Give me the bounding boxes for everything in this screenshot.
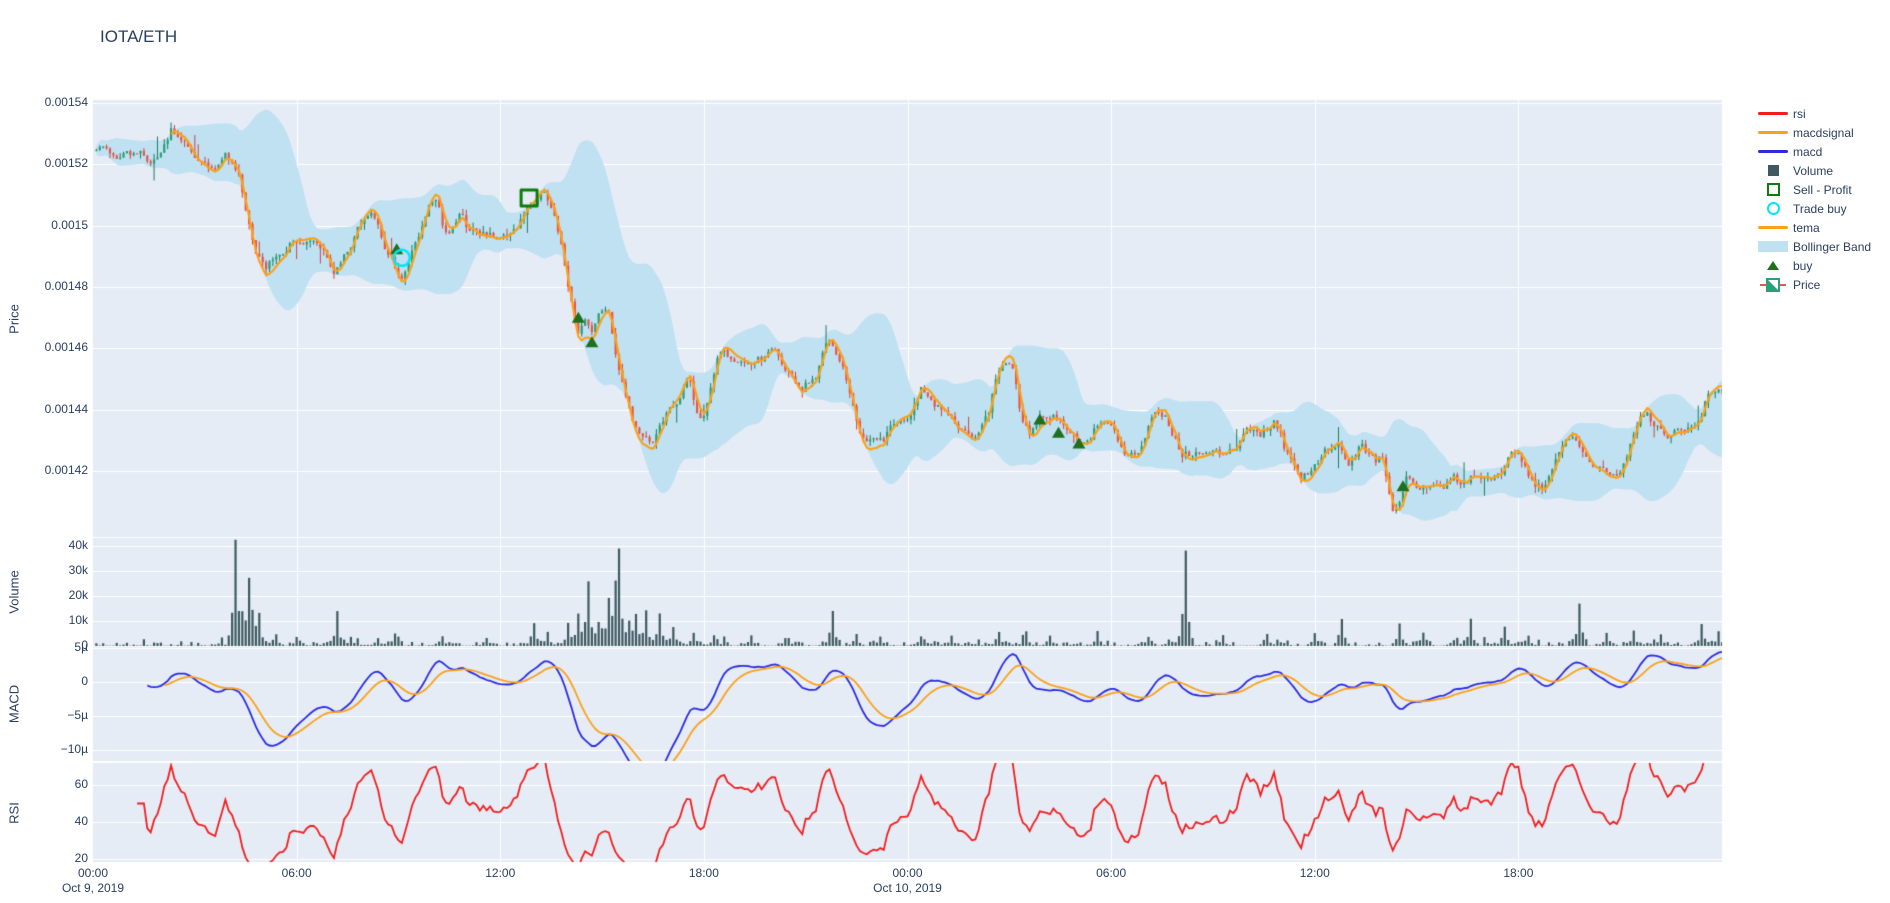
y-tick-label: −5µ (67, 707, 88, 722)
y-tick-label: 0.00148 (44, 278, 88, 293)
y-tick-label: 20 (74, 851, 88, 865)
y-tick-label: 10k (68, 613, 88, 627)
line-legend-icon (1756, 150, 1790, 153)
legend-label: tema (1793, 220, 1820, 235)
y-tick-label: 0 (81, 674, 88, 688)
y-tick-label: 0.0015 (51, 217, 88, 232)
triangle-legend-icon (1756, 261, 1790, 270)
line-legend-icon (1756, 131, 1790, 134)
legend-label: Sell - Profit (1793, 182, 1852, 197)
legend-label: macd (1793, 144, 1823, 159)
legend-label: rsi (1793, 106, 1806, 121)
legend-label: Bollinger Band (1793, 239, 1872, 254)
legend-item-volume[interactable]: Volume (1756, 161, 1871, 180)
x-date-label: Oct 10, 2019 (873, 881, 942, 895)
legend-item-price[interactable]: Price (1756, 275, 1871, 294)
legend-item-buy[interactable]: buy (1756, 256, 1871, 275)
line-legend-icon (1756, 226, 1790, 229)
y-tick-label: 0.00154 (44, 95, 88, 109)
legend-label: Price (1793, 277, 1821, 292)
candle-legend-icon (1756, 277, 1790, 292)
y-tick-label: 0 (81, 638, 88, 652)
legend-item-rsi[interactable]: rsi (1756, 104, 1871, 123)
x-tick-label: 06:00 (1096, 866, 1127, 880)
price-axis-title: Price (6, 303, 22, 334)
legend-item-bollinger-band[interactable]: Bollinger Band (1756, 237, 1871, 256)
legend-label: buy (1793, 258, 1813, 273)
legend: rsi macdsignal macd Volume Sell - Profit Trad… (1756, 104, 1871, 294)
y-tick-label: 30k (68, 563, 88, 577)
y-tick-label: 60 (74, 777, 88, 791)
legend-item-tema[interactable]: tema (1756, 218, 1871, 237)
legend-item-macd[interactable]: macd (1756, 142, 1871, 161)
y-tick-label: 0.00142 (44, 462, 88, 477)
y-tick-label: 40k (68, 538, 88, 552)
x-tick-label: 00:00 (892, 866, 923, 880)
y-tick-label: −10µ (60, 741, 88, 756)
page-title: IOTA/ETH (100, 27, 178, 46)
x-tick-label: 00:00 (77, 866, 109, 880)
legend-item-sell-profit[interactable]: Sell - Profit (1756, 180, 1871, 199)
x-tick-label: 12:00 (1299, 866, 1330, 880)
square-fill-legend-icon (1756, 165, 1790, 176)
legend-item-trade-buy[interactable]: Trade buy (1756, 199, 1871, 218)
square-open-legend-icon (1756, 183, 1790, 196)
band-legend-icon (1756, 241, 1790, 252)
y-tick-label: 0.00144 (44, 401, 88, 416)
y-tick-label: 5µ (74, 640, 88, 655)
x-tick-label: 18:00 (1503, 866, 1534, 880)
x-tick-label: 06:00 (281, 866, 312, 880)
y-tick-label: 0.00146 (44, 340, 88, 355)
legend-item-macdsignal[interactable]: macdsignal (1756, 123, 1871, 142)
legend-label: Volume (1793, 163, 1834, 178)
x-tick-label: 12:00 (485, 866, 516, 880)
circle-open-legend-icon (1756, 202, 1790, 215)
y-tick-label: 40 (74, 814, 88, 828)
line-legend-icon (1756, 112, 1790, 115)
legend-label: macdsignal (1793, 125, 1854, 140)
y-tick-label: 0.00152 (44, 156, 88, 171)
legend-label: Trade buy (1793, 201, 1847, 216)
x-date-label: Oct 9, 2019 (61, 881, 125, 895)
y-tick-label: 20k (68, 588, 88, 602)
x-tick-label: 18:00 (688, 866, 719, 880)
